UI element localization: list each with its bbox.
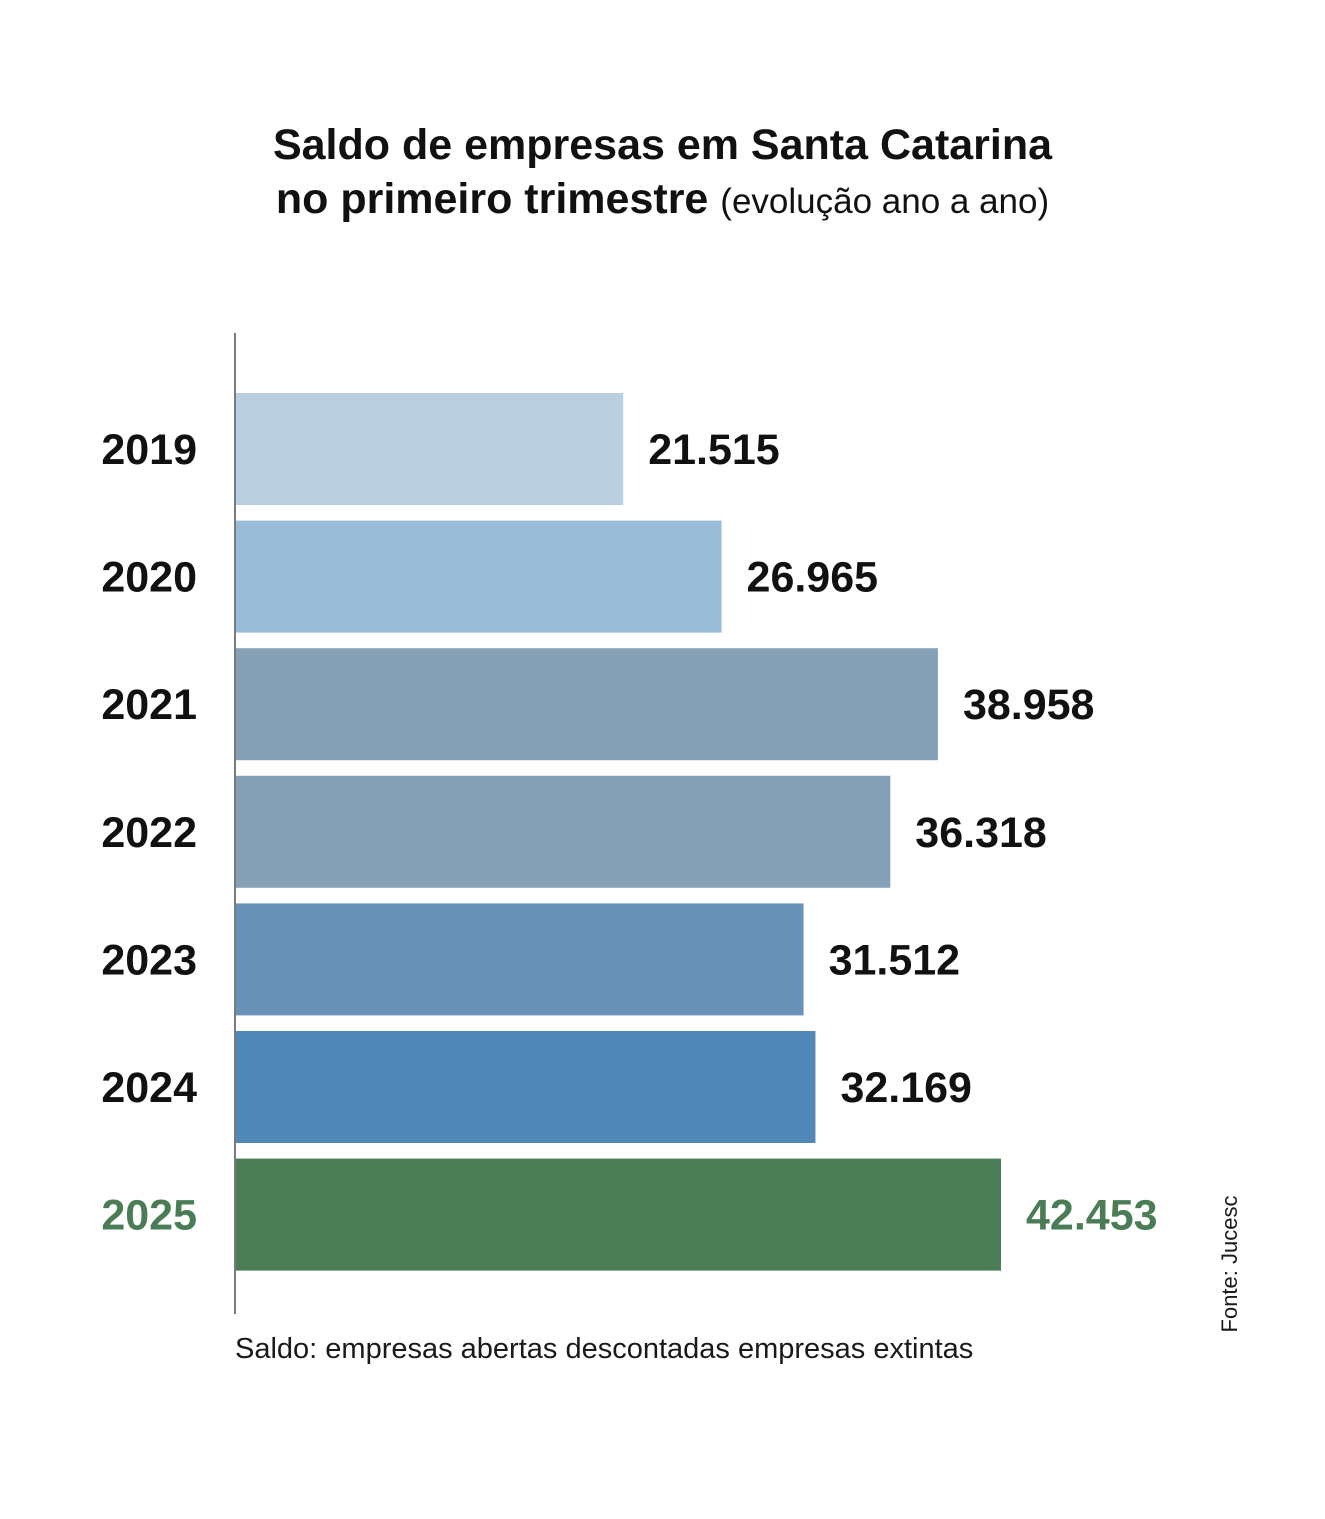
bar-2024 [235, 1031, 816, 1143]
title-line-2: no primeiro trimestre [275, 175, 709, 223]
source-credit: Fonte: Jucesc [1217, 1195, 1242, 1333]
value-label-2024: 32.169 [840, 1064, 972, 1112]
value-label-2025: 42.453 [1026, 1192, 1158, 1240]
category-label-2021: 2021 [101, 681, 197, 729]
bar-2021 [235, 648, 938, 761]
title-line-1: Saldo de empresas em Santa Catarina [272, 121, 1053, 169]
chart-subtitle: (evolução ano a ano) [720, 182, 1050, 221]
category-label-2023: 2023 [101, 936, 197, 984]
bar-2022 [235, 775, 891, 888]
category-label-2022: 2022 [101, 809, 197, 857]
value-label-2022: 36.318 [915, 809, 1047, 857]
category-label-2024: 2024 [101, 1064, 197, 1112]
bar-2019 [235, 393, 624, 505]
title-line-2-wrap: no primeiro trimestre (evolução ano a an… [0, 172, 1325, 229]
value-label-2019: 21.515 [648, 426, 780, 474]
bar-2020 [235, 520, 722, 633]
bar-2023 [235, 903, 804, 1016]
category-label-2025: 2025 [101, 1192, 197, 1240]
value-label-2023: 31.512 [829, 936, 961, 984]
chart-footnote: Saldo: empresas abertas descontadas empr… [235, 1333, 974, 1365]
value-label-2020: 26.965 [747, 554, 879, 602]
bar-2025 [235, 1158, 1001, 1271]
value-label-2021: 38.958 [963, 681, 1095, 729]
category-label-2020: 2020 [101, 554, 197, 602]
chart-title: Saldo de empresas em Santa Catarina no p… [0, 118, 1325, 229]
category-label-2019: 2019 [101, 426, 197, 474]
